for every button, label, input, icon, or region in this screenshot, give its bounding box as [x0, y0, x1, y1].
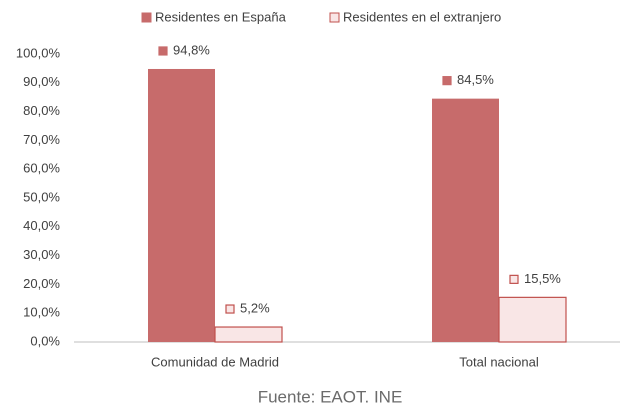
- y-tick-label: 20,0%: [23, 276, 60, 291]
- bar: [148, 68, 215, 342]
- legend-swatch: [141, 12, 152, 23]
- y-tick-label: 90,0%: [23, 74, 60, 89]
- label-marker: [225, 304, 235, 314]
- data-label: 94,8%: [173, 42, 210, 57]
- legend-swatch: [329, 12, 340, 23]
- y-tick-label: 100,0%: [16, 45, 61, 60]
- legend-label: Residentes en el extranjero: [343, 9, 501, 24]
- y-tick-label: 50,0%: [23, 189, 60, 204]
- bar: [432, 98, 499, 342]
- label-marker: [158, 46, 168, 56]
- y-tick-label: 10,0%: [23, 305, 60, 320]
- label-marker: [442, 76, 452, 86]
- y-tick-label: 30,0%: [23, 247, 60, 262]
- x-tick-label: Total nacional: [459, 354, 539, 369]
- x-tick-label: Comunidad de Madrid: [151, 354, 279, 369]
- data-label: 5,2%: [240, 300, 270, 315]
- y-tick-label: 60,0%: [23, 161, 60, 176]
- label-marker: [509, 274, 519, 284]
- bar: [498, 296, 567, 343]
- y-tick-label: 80,0%: [23, 103, 60, 118]
- data-label: 15,5%: [524, 271, 561, 286]
- y-tick-label: 0,0%: [30, 333, 60, 348]
- y-tick-label: 40,0%: [23, 218, 60, 233]
- bar: [214, 326, 283, 343]
- source-note: Fuente: EAOT. INE: [258, 387, 403, 406]
- y-tick-label: 70,0%: [23, 132, 60, 147]
- data-label: 84,5%: [457, 72, 494, 87]
- legend-label: Residentes en España: [155, 9, 287, 24]
